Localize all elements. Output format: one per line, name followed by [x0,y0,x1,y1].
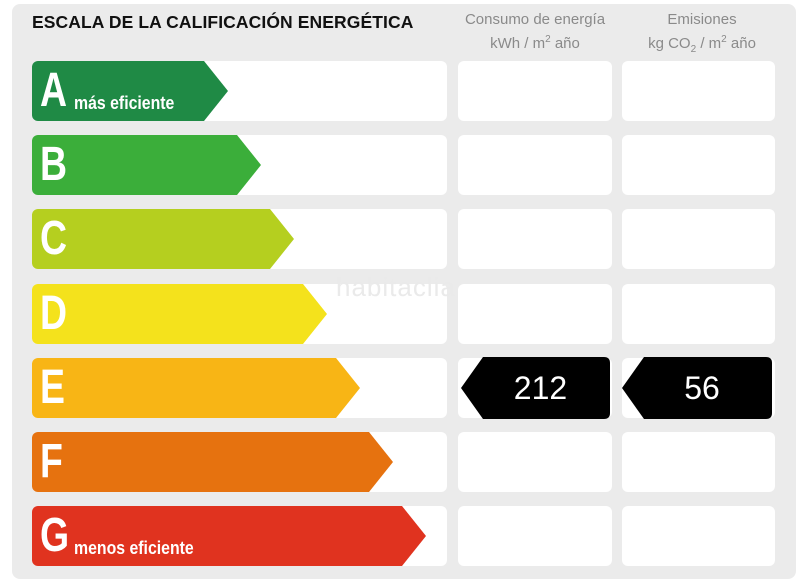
energy-cell [458,61,612,121]
scale-arrow-b: B [32,135,261,195]
scale-letter: D [40,287,68,340]
emissions-header-label: Emisiones [667,11,737,28]
emissions-cell [622,506,775,566]
energy-header-unit: kWh / m2 año [490,34,580,53]
scale-arrow-d: D [32,284,327,344]
energy-cell [458,284,612,344]
scale-arrow-c: C [32,209,294,269]
scale-arrow-f: F [32,432,393,492]
scale-subtitle: menos eficiente [74,538,194,558]
emissions-cell [622,61,775,121]
energy-rating-badge: 212 [461,357,610,419]
energy-column-header: Consumo de energía kWh / m2 año [458,8,612,56]
energy-cell [458,506,612,566]
emissions-header-unit: kg CO2 / m2 año [648,34,756,55]
scale-arrow-e: E [32,358,360,418]
emissions-cell [622,135,775,195]
emissions-rating-badge-value: 56 [684,370,720,406]
energy-rating-badge-value: 212 [513,370,568,406]
emissions-rating-badge: 56 [622,357,772,419]
scale-letter: B [40,138,68,191]
scale-letter: G [40,509,70,562]
emissions-column-header: Emisiones kg CO2 / m2 año [622,8,782,56]
emissions-cell [622,432,775,492]
scale-letter: A [40,64,68,117]
scale-letter: E [40,361,65,414]
energy-header-label: Consumo de energía [464,11,606,28]
scale-subtitle: más eficiente [74,93,175,113]
scale-letter: F [40,435,63,488]
scale-letter: C [40,212,68,265]
emissions-cell [622,209,775,269]
emissions-cell [622,284,775,344]
energy-cell [458,135,612,195]
scale-title: ESCALA DE LA CALIFICACIÓN ENERGÉTICA [32,12,414,32]
energy-cell [458,432,612,492]
energy-cell [458,209,612,269]
watermark: habitaclia [336,272,456,302]
